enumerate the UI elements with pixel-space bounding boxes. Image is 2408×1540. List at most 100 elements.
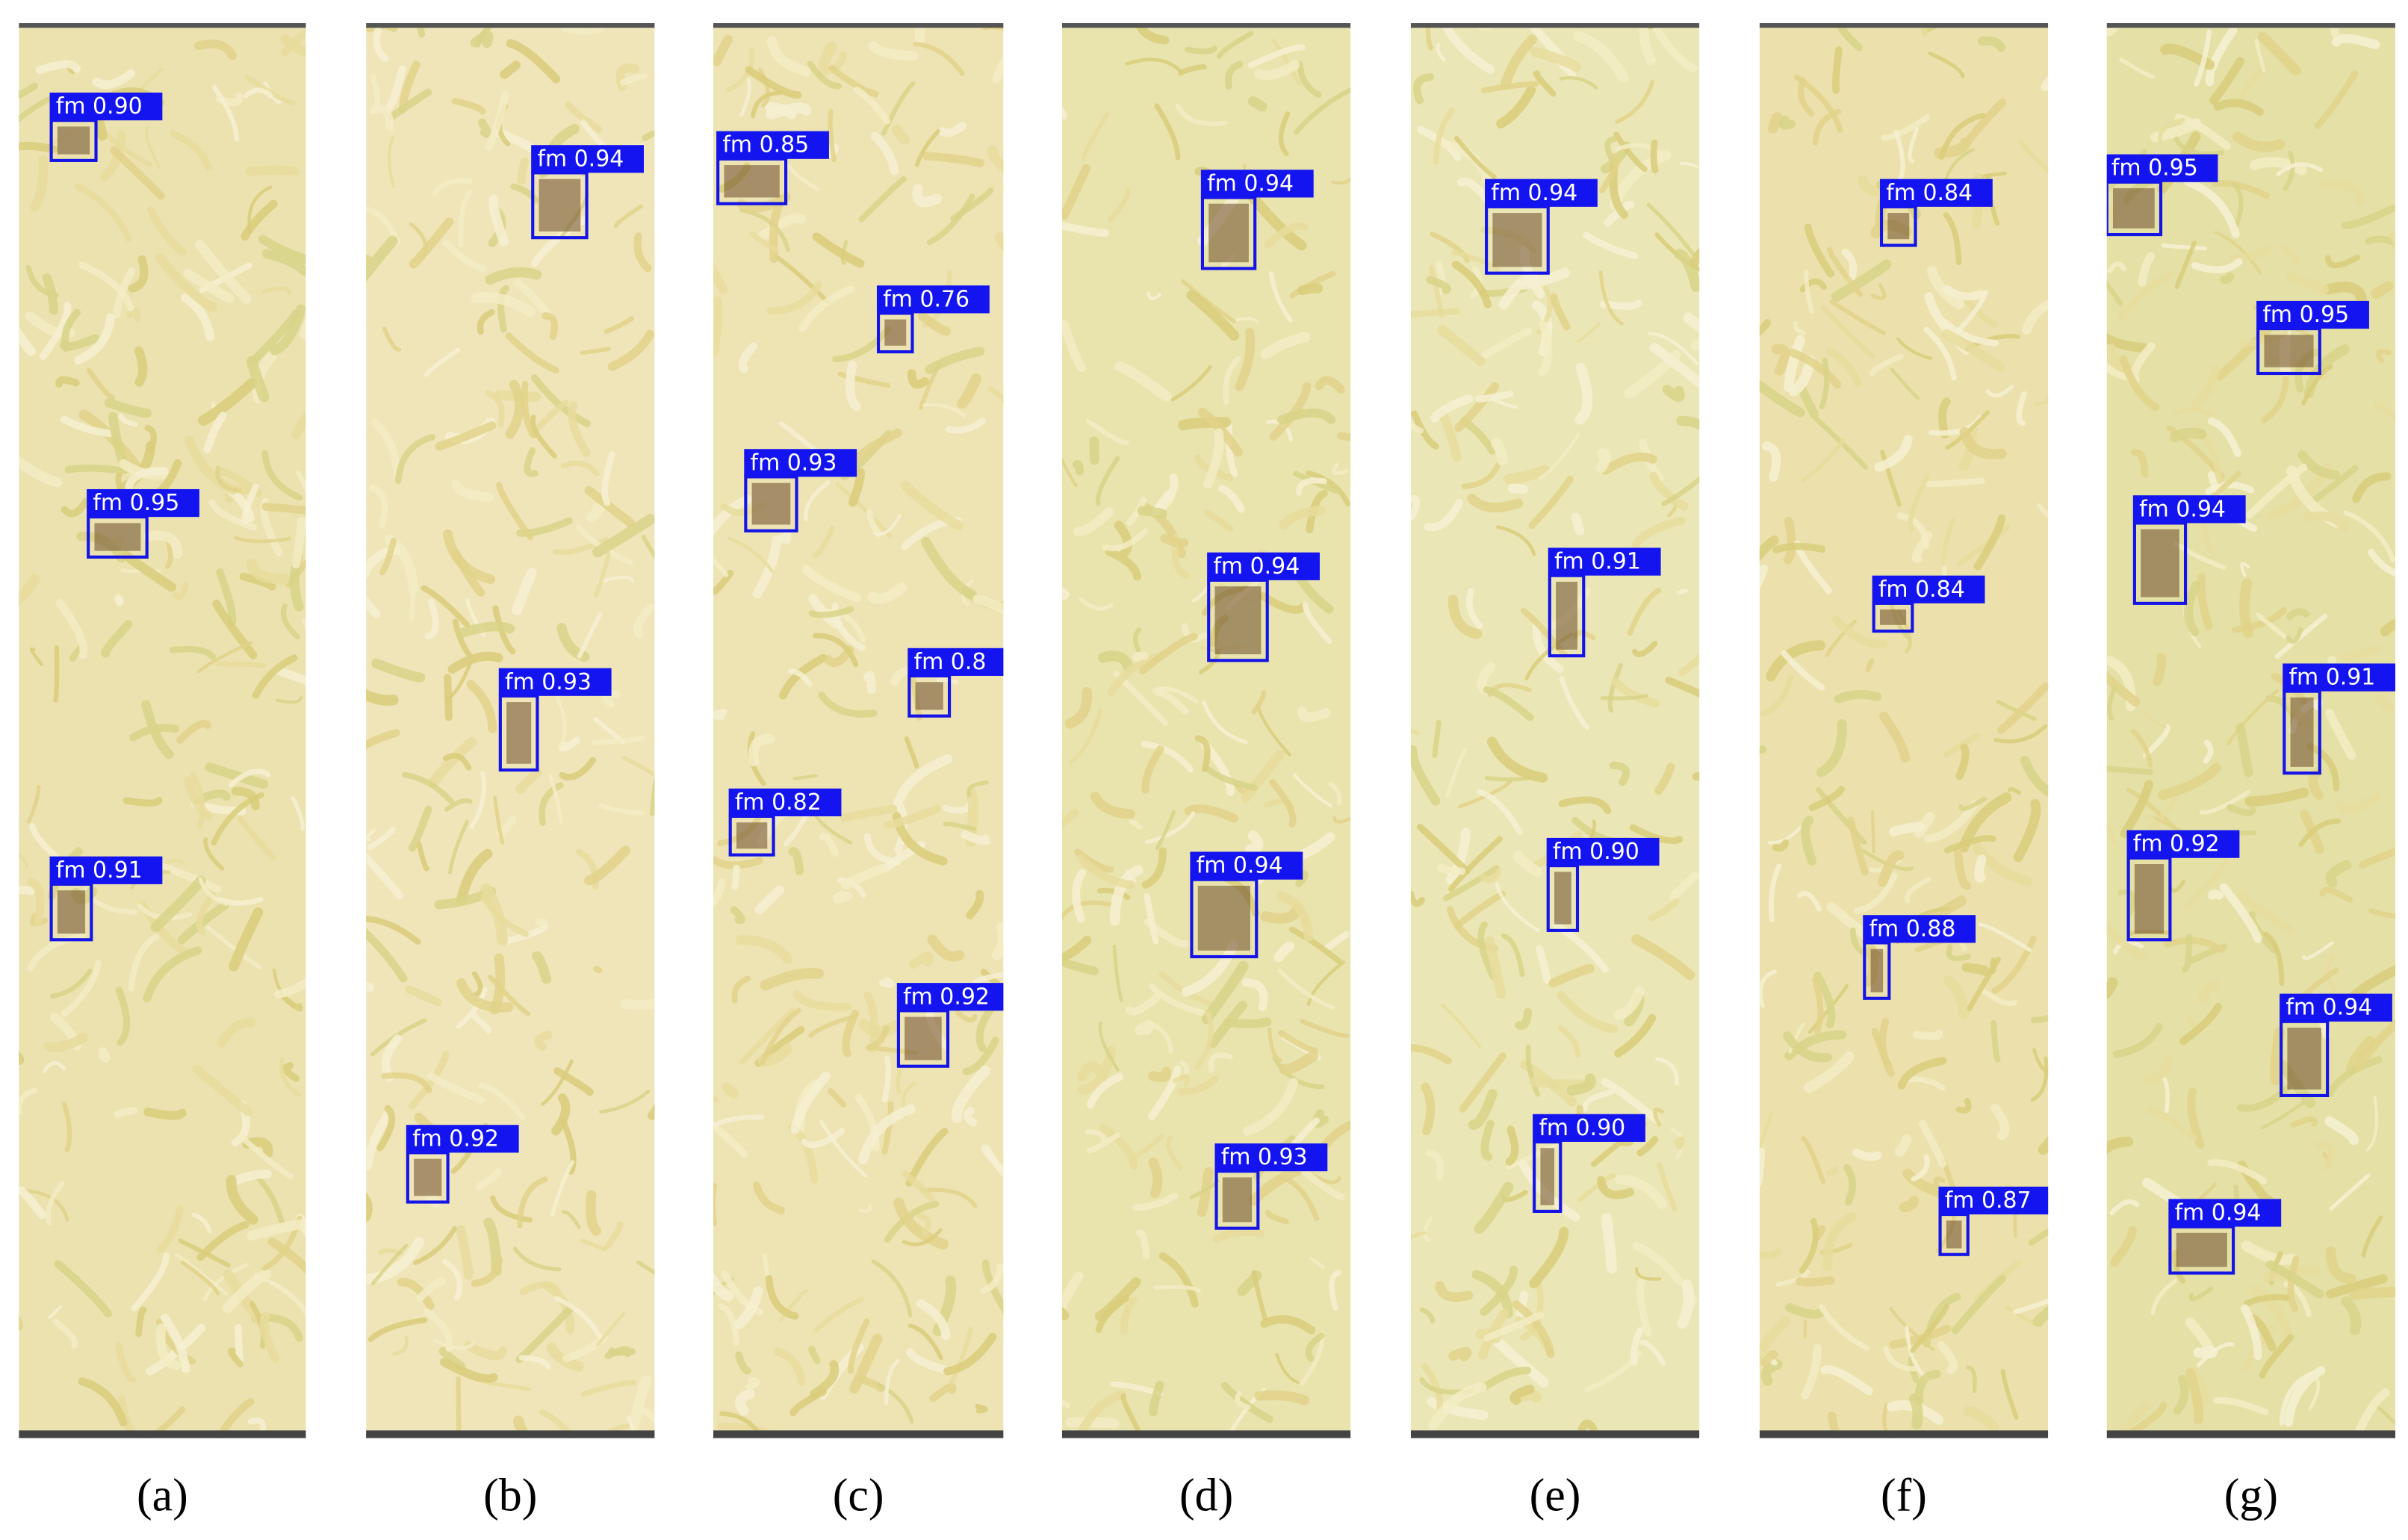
cabbage-shred bbox=[2110, 1226, 2137, 1267]
cabbage-shred bbox=[1410, 728, 1420, 736]
cabbage-shred bbox=[828, 1088, 847, 1108]
detection-tag bbox=[716, 131, 829, 159]
cabbage-shred bbox=[1661, 476, 1700, 506]
cabbage-shred bbox=[1953, 847, 1972, 890]
detection-label: fm 0.82 bbox=[735, 789, 822, 816]
cabbage-shred bbox=[296, 471, 306, 494]
cabbage-shred bbox=[247, 1417, 267, 1435]
cabbage-shred bbox=[2336, 792, 2380, 814]
cabbage-shred bbox=[183, 268, 235, 304]
cabbage-shred bbox=[203, 836, 225, 871]
cabbage-shred bbox=[1759, 1147, 1765, 1188]
cabbage-shred bbox=[2188, 1286, 2214, 1302]
cabbage-shred bbox=[1972, 842, 2033, 887]
cabbage-shred bbox=[1958, 796, 1987, 812]
cabbage-shred bbox=[1269, 382, 1312, 441]
cabbage-shred bbox=[819, 1120, 868, 1178]
cabbage-shred bbox=[19, 1186, 47, 1220]
cabbage-shred bbox=[735, 1388, 755, 1416]
cabbage-shred bbox=[1537, 320, 1553, 377]
cabbage-shred bbox=[1154, 689, 1189, 715]
cabbage-shred bbox=[279, 1057, 302, 1097]
cabbage-shred bbox=[975, 1403, 988, 1414]
cabbage-shred bbox=[1796, 383, 1819, 419]
cabbage-shred bbox=[1596, 1176, 1634, 1199]
cabbage-shred bbox=[2130, 1401, 2167, 1435]
cabbage-shred bbox=[1759, 969, 1777, 1008]
panel-label: (f) bbox=[1881, 1470, 1927, 1521]
cabbage-shred bbox=[184, 776, 213, 821]
cabbage-shred bbox=[603, 316, 635, 334]
cabbage-shred bbox=[202, 412, 227, 453]
cabbage-shred bbox=[1825, 1166, 1838, 1176]
cabbage-shred bbox=[1151, 686, 1199, 704]
cabbage-shred bbox=[748, 733, 775, 767]
cabbage-shred bbox=[1141, 745, 1164, 794]
cabbage-shred bbox=[517, 1176, 548, 1229]
cabbage-shred bbox=[1076, 854, 1135, 889]
cabbage-shred bbox=[488, 194, 509, 247]
foreign-object bbox=[1870, 948, 1884, 993]
cabbage-shred bbox=[2164, 937, 2224, 954]
cabbage-shred bbox=[373, 27, 389, 63]
cabbage-shred bbox=[1233, 317, 1259, 324]
cabbage-shred bbox=[1279, 505, 1326, 530]
cabbage-shred bbox=[857, 1375, 885, 1393]
cabbage-shred bbox=[1803, 1051, 1855, 1093]
cabbage-shred bbox=[1084, 1129, 1107, 1143]
cabbage-shred bbox=[368, 485, 388, 529]
cabbage-shred bbox=[1132, 1192, 1179, 1211]
cabbage-shred bbox=[765, 1275, 799, 1320]
cabbage-shred bbox=[229, 907, 264, 972]
cabbage-shred bbox=[1890, 367, 1920, 400]
cabbage-shred bbox=[599, 1090, 651, 1114]
cabbage-shred bbox=[943, 1332, 997, 1376]
cabbage-shred bbox=[366, 828, 376, 842]
cabbage-shred bbox=[594, 552, 611, 597]
cabbage-shred bbox=[858, 1203, 872, 1213]
cabbage-shred bbox=[1302, 602, 1332, 644]
cabbage-shred bbox=[500, 60, 521, 79]
cabbage-shred bbox=[1799, 1217, 1819, 1274]
cabbage-shred bbox=[515, 768, 542, 795]
cabbage-shred bbox=[452, 618, 473, 659]
foreign-object bbox=[724, 165, 780, 198]
foreign-object bbox=[2112, 188, 2155, 229]
foreign-object bbox=[1556, 581, 1578, 650]
cabbage-shred bbox=[78, 1377, 128, 1426]
cabbage-shred bbox=[98, 1047, 111, 1063]
cabbage-shred bbox=[450, 479, 494, 503]
cabbage-shred bbox=[980, 22, 991, 28]
cabbage-shred bbox=[1329, 1270, 1341, 1311]
panel-label: (b) bbox=[483, 1470, 537, 1521]
cabbage-shred bbox=[2106, 671, 2141, 707]
cabbage-shred bbox=[1484, 775, 1531, 782]
cabbage-shred bbox=[490, 1195, 533, 1223]
cabbage-shred bbox=[2016, 391, 2027, 426]
cabbage-shred bbox=[1410, 494, 1421, 521]
cabbage-shred bbox=[241, 199, 278, 241]
cabbage-shred bbox=[730, 906, 745, 925]
cabbage-shred bbox=[896, 1069, 902, 1094]
cabbage-shred bbox=[1332, 816, 1351, 824]
cabbage-shred bbox=[432, 178, 473, 196]
cabbage-shred bbox=[252, 654, 298, 699]
cabbage-shred bbox=[553, 1296, 603, 1341]
detection-tag bbox=[1546, 837, 1660, 866]
cabbage-shred bbox=[1109, 865, 1144, 926]
cabbage-shred bbox=[275, 695, 303, 704]
cabbage-shred bbox=[1186, 290, 1240, 341]
cabbage-shred bbox=[196, 1221, 249, 1261]
cabbage-shred bbox=[1251, 1270, 1268, 1321]
cabbage-shred bbox=[1870, 810, 1875, 854]
cabbage-shred bbox=[817, 51, 847, 77]
cabbage-shred bbox=[1812, 976, 1824, 1034]
cabbage-shred bbox=[858, 1104, 916, 1165]
cabbage-shred bbox=[1480, 1265, 1518, 1317]
cabbage-shred bbox=[1793, 321, 1806, 336]
cabbage-shred bbox=[1894, 1134, 1912, 1157]
cabbage-shred bbox=[845, 360, 861, 412]
cabbage-shred bbox=[2262, 1265, 2321, 1282]
cabbage-shred bbox=[1613, 131, 1648, 173]
cabbage-shred bbox=[818, 41, 837, 69]
